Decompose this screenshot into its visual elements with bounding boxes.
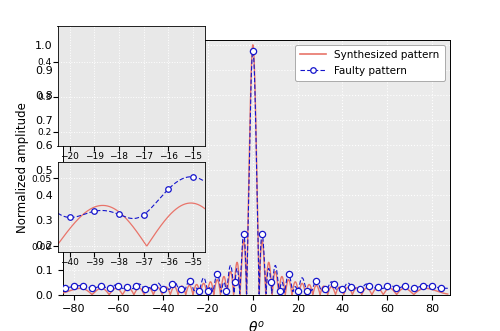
Y-axis label: Normalized amplitude: Normalized amplitude [16, 102, 30, 233]
X-axis label: $\theta^o$: $\theta^o$ [248, 320, 265, 331]
Legend: Synthesized pattern, Faulty pattern: Synthesized pattern, Faulty pattern [295, 45, 445, 81]
